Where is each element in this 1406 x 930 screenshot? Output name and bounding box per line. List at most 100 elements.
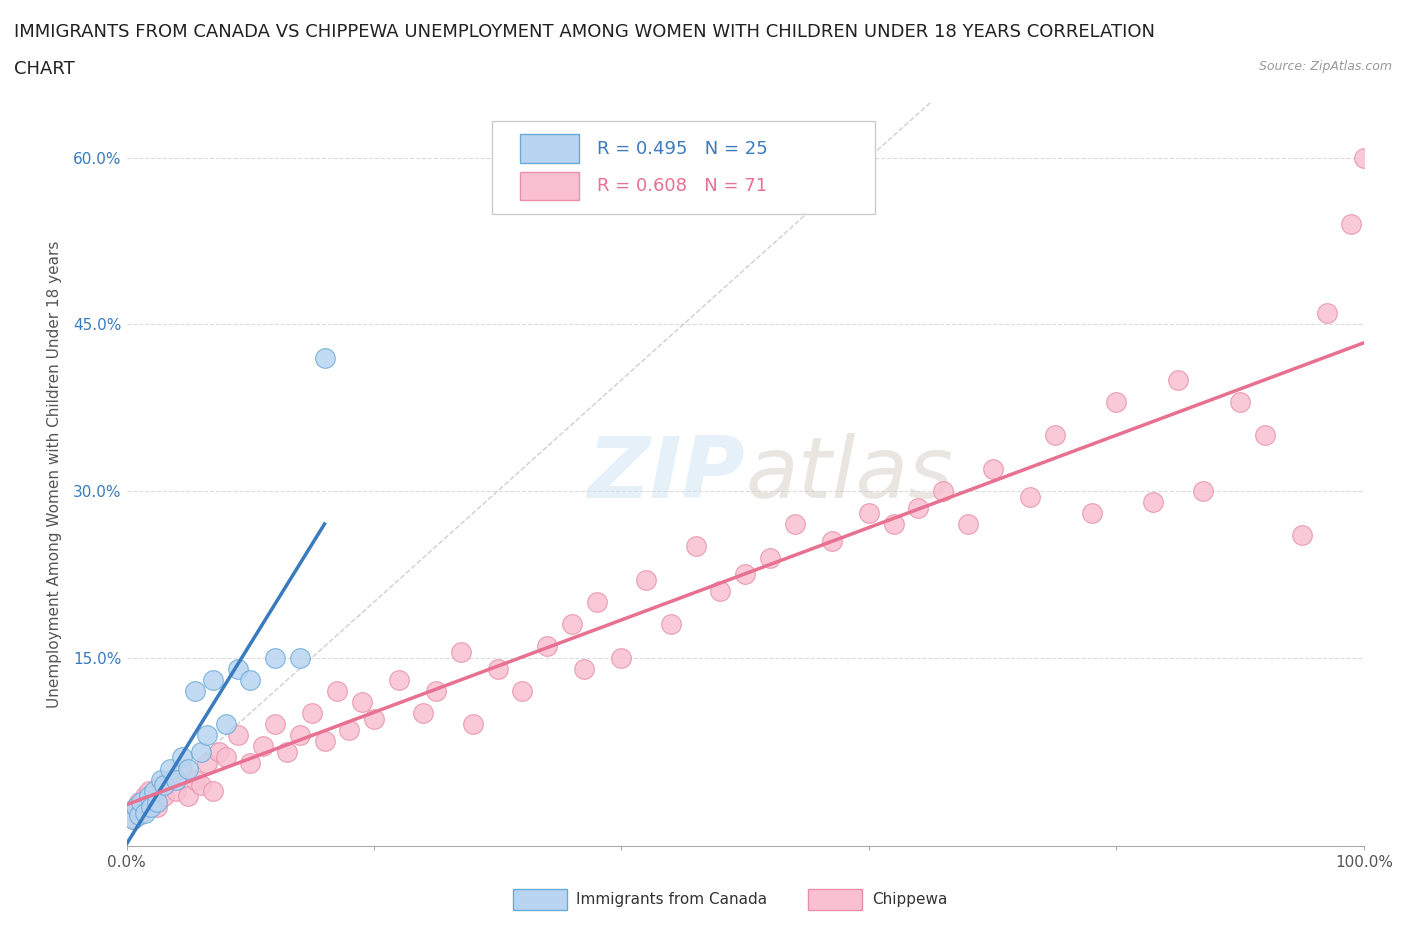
Point [486, 661, 509, 676]
Point [141, 800, 163, 815]
Point [512, 684, 534, 698]
Point [301, 706, 323, 721]
Point [363, 711, 385, 726]
Point [1316, 306, 1339, 321]
Text: IMMIGRANTS FROM CANADA VS CHIPPEWA UNEMPLOYMENT AMONG WOMEN WITH CHILDREN UNDER : IMMIGRANTS FROM CANADA VS CHIPPEWA UNEMP… [14, 23, 1156, 41]
Point [1105, 394, 1128, 409]
Text: Source: ZipAtlas.com: Source: ZipAtlas.com [1258, 60, 1392, 73]
Point [226, 661, 249, 676]
Point [314, 351, 336, 365]
Point [350, 695, 373, 710]
Point [659, 617, 682, 631]
Point [425, 684, 447, 698]
Point [907, 500, 929, 515]
Point [288, 728, 311, 743]
Point [134, 789, 156, 804]
Point [610, 650, 633, 665]
FancyBboxPatch shape [492, 121, 875, 214]
Point [134, 805, 156, 820]
Point [121, 811, 143, 826]
Point [125, 800, 148, 815]
Text: ZIP: ZIP [588, 432, 745, 516]
Point [226, 728, 249, 743]
Text: Immigrants from Canada: Immigrants from Canada [576, 892, 768, 907]
Point [141, 794, 163, 809]
Point [288, 650, 311, 665]
Point [1291, 528, 1313, 543]
Point [165, 772, 187, 787]
Point [636, 572, 658, 587]
Point [412, 706, 434, 721]
Point [1340, 217, 1362, 232]
Point [190, 745, 212, 760]
Point [152, 789, 174, 804]
Point [450, 644, 472, 659]
Point [195, 755, 218, 770]
Point [1353, 151, 1375, 166]
Point [956, 517, 979, 532]
Point [138, 783, 160, 798]
Point [264, 650, 287, 665]
Text: atlas: atlas [745, 432, 953, 516]
FancyBboxPatch shape [520, 135, 579, 163]
Point [326, 684, 349, 698]
Point [159, 761, 181, 776]
Point [121, 811, 143, 826]
Point [131, 805, 153, 820]
Point [146, 800, 169, 815]
Point [252, 739, 274, 754]
Point [981, 461, 1004, 476]
Point [585, 594, 607, 609]
Point [239, 672, 262, 687]
Point [574, 661, 596, 676]
Point [1192, 484, 1215, 498]
Point [146, 794, 169, 809]
Point [150, 777, 173, 792]
Point [239, 755, 262, 770]
Text: CHART: CHART [14, 60, 75, 78]
Point [1080, 506, 1102, 521]
Point [208, 745, 231, 760]
Point [314, 734, 336, 749]
Point [138, 789, 160, 804]
Point [461, 717, 484, 732]
Point [685, 539, 707, 554]
Point [172, 761, 194, 776]
Point [821, 534, 844, 549]
Point [202, 783, 225, 798]
Y-axis label: Unemployment Among Women with Children Under 18 years: Unemployment Among Women with Children U… [46, 241, 62, 708]
Point [214, 717, 236, 732]
Point [1018, 489, 1040, 504]
Point [1142, 495, 1164, 510]
Point [142, 783, 165, 798]
Point [1167, 373, 1189, 388]
Point [337, 723, 360, 737]
Text: R = 0.495   N = 25: R = 0.495 N = 25 [596, 140, 768, 157]
Point [264, 717, 287, 732]
Point [172, 750, 194, 764]
Point [734, 566, 756, 581]
Point [1229, 394, 1251, 409]
Point [183, 684, 205, 698]
Point [131, 794, 153, 809]
Point [177, 789, 200, 804]
Point [783, 517, 806, 532]
Point [150, 772, 173, 787]
Point [125, 800, 148, 815]
Point [883, 517, 905, 532]
Point [159, 772, 181, 787]
Point [276, 745, 298, 760]
FancyBboxPatch shape [520, 172, 579, 200]
Point [709, 583, 731, 598]
Point [759, 551, 782, 565]
Point [1254, 428, 1277, 443]
Point [183, 772, 205, 787]
Point [388, 672, 411, 687]
Point [177, 761, 200, 776]
Point [165, 783, 187, 798]
Point [536, 639, 558, 654]
Point [195, 728, 218, 743]
Point [128, 794, 150, 809]
Text: Chippewa: Chippewa [872, 892, 948, 907]
Point [152, 777, 174, 792]
